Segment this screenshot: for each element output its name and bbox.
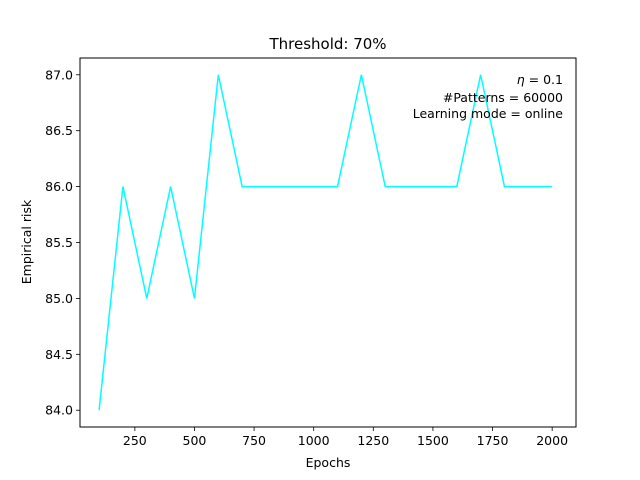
- annotation-box: η = 0.1 #Patterns = 60000 Learning mode …: [413, 72, 564, 121]
- annotation-patterns: #Patterns = 60000: [443, 90, 563, 105]
- annotation-mode: Learning mode = online: [413, 106, 564, 121]
- plot-area: [98, 74, 553, 411]
- x-tick-label: 2000: [536, 433, 568, 448]
- y-tick-label: 84.0: [45, 403, 73, 418]
- y-axis: 84.0 84.5 85.0 85.5 86.0 86.5 87.0: [45, 67, 80, 418]
- y-tick-label: 87.0: [45, 67, 73, 82]
- x-tick-label: 750: [242, 433, 266, 448]
- x-tick-label: 1750: [477, 433, 509, 448]
- chart-title: Threshold: 70%: [268, 35, 386, 53]
- series-line-0: [98, 74, 553, 411]
- x-tick-label: 1500: [417, 433, 449, 448]
- eta-symbol: η: [517, 72, 525, 87]
- y-tick-label: 86.5: [45, 123, 73, 138]
- y-axis-label: Empirical risk: [19, 199, 34, 284]
- x-axis: 250 500 750 1000 1250 1500 1750 2000: [123, 427, 568, 448]
- y-tick-label: 85.0: [45, 291, 73, 306]
- x-tick-label: 1250: [357, 433, 389, 448]
- x-axis-label: Epochs: [306, 455, 351, 470]
- annotation-eta: η = 0.1: [517, 72, 563, 87]
- eta-value: = 0.1: [525, 72, 563, 87]
- y-tick-label: 85.5: [45, 235, 73, 250]
- x-tick-label: 500: [183, 433, 207, 448]
- y-tick-label: 86.0: [45, 179, 73, 194]
- x-tick-label: 250: [123, 433, 147, 448]
- y-tick-label: 84.5: [45, 347, 73, 362]
- x-tick-label: 1000: [298, 433, 330, 448]
